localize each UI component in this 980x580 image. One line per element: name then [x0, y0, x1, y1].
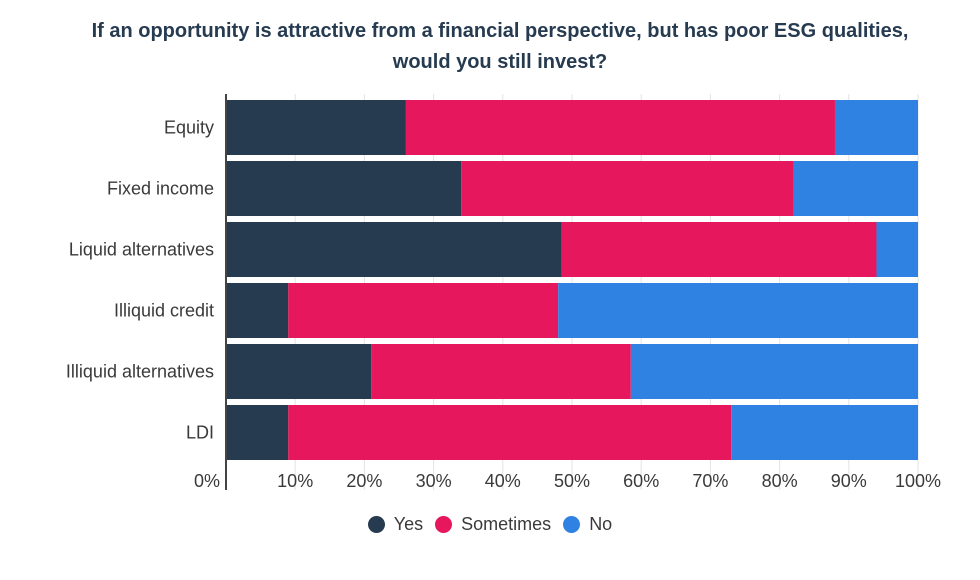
bar-sometimes [288, 283, 559, 338]
x-tick-label: 20% [346, 471, 382, 491]
legend-item-no: No [563, 514, 612, 535]
bars [226, 100, 918, 460]
x-tick-label: 60% [623, 471, 659, 491]
x-tick-label: 70% [692, 471, 728, 491]
x-tick-label: 80% [762, 471, 798, 491]
chart-title-line-2: would you still invest? [392, 51, 608, 73]
legend-item-yes: Yes [367, 514, 424, 535]
legend-item-sometimes: Sometimes [435, 514, 551, 535]
x-tick-label: 50% [554, 471, 590, 491]
bar-no [630, 344, 918, 399]
category-label: Equity [164, 118, 214, 138]
category-label: Liquid alternatives [69, 240, 214, 260]
bar-yes [226, 283, 289, 338]
bar-yes [226, 222, 562, 277]
bar-sometimes [405, 100, 835, 155]
bar-sometimes [371, 344, 631, 399]
category-label: Fixed income [107, 179, 214, 199]
category-label: Illiquid alternatives [66, 362, 214, 382]
x-tick-label: 100% [895, 471, 941, 491]
x-tick-label: 40% [485, 471, 521, 491]
legend-label: Sometimes [461, 514, 552, 534]
legend-swatch [367, 516, 385, 533]
legend: Yes Sometimes No [0, 514, 980, 535]
bar-sometimes [561, 222, 877, 277]
x-tick-label: 90% [831, 471, 867, 491]
legend-swatch [563, 516, 581, 533]
bar-no [558, 283, 918, 338]
bar-sometimes [288, 405, 732, 460]
bar-sometimes [461, 161, 794, 216]
legend-label: No [589, 514, 613, 534]
x-tick-labels: 0% 10% 20% 30% 40% 50% 60% 70% 80% 90% 100% [194, 471, 941, 491]
category-label: LDI [186, 423, 214, 443]
legend-label: Yes [393, 514, 424, 534]
chart-title-line-1: If an opportunity is attractive from a f… [91, 20, 909, 42]
bar-yes [226, 344, 372, 399]
bar-yes [226, 405, 289, 460]
bar-no [731, 405, 918, 460]
bar-no [834, 100, 918, 155]
category-labels: Equity Fixed income Liquid alternatives Ill… [66, 118, 214, 443]
bar-yes [226, 161, 462, 216]
bar-yes [226, 100, 406, 155]
bar-no [876, 222, 918, 277]
x-tick-label: 0% [194, 471, 220, 491]
bar-no [793, 161, 918, 216]
x-tick-label: 10% [277, 471, 313, 491]
legend-swatch [435, 516, 453, 533]
x-tick-label: 30% [416, 471, 452, 491]
chart-title: If an opportunity is attractive from a f… [20, 16, 980, 78]
category-label: Illiquid credit [114, 301, 214, 321]
